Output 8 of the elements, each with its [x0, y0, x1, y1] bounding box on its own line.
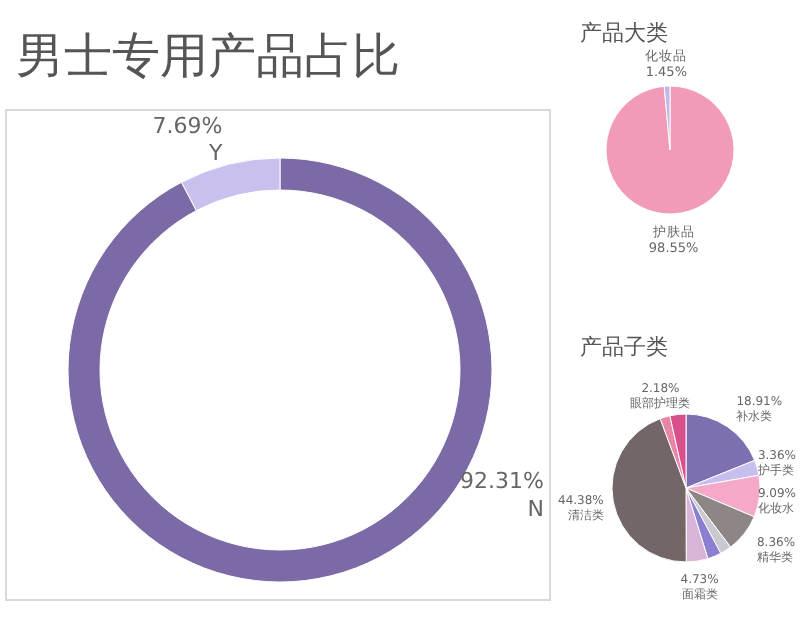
chart-title: 产品子类 [580, 334, 668, 360]
pie-slice [605, 85, 735, 215]
slice-label: N [527, 495, 544, 522]
chart-title: 男士专用产品占比 [16, 28, 400, 84]
data-label: 92.31% [460, 468, 544, 495]
chart-title: 产品大类 [580, 20, 668, 46]
data-label: 7.69% [152, 112, 223, 139]
slice-label: Y [206, 140, 223, 167]
